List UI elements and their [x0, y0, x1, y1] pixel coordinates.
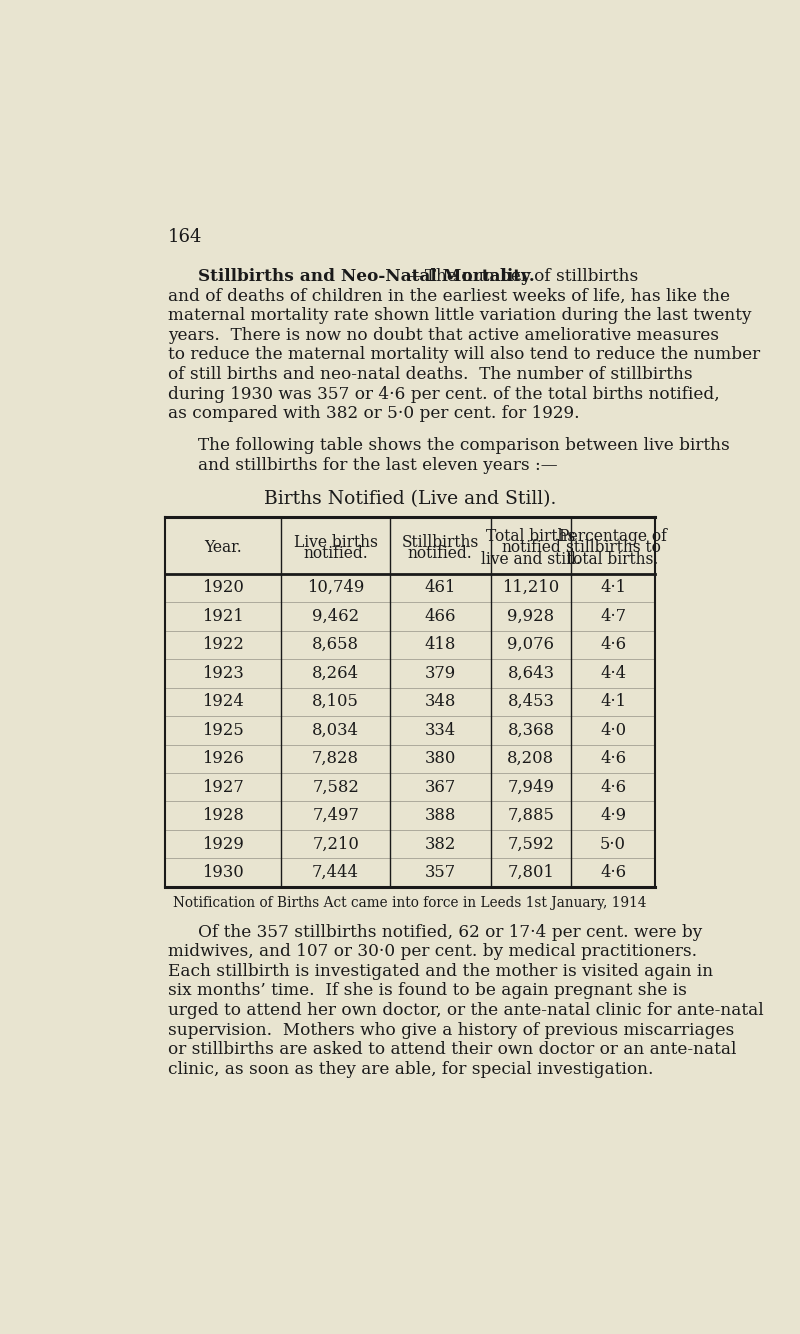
Text: 8,034: 8,034 — [312, 722, 359, 739]
Text: 7,210: 7,210 — [312, 835, 359, 852]
Text: Live births: Live births — [294, 534, 378, 551]
Text: 1921: 1921 — [202, 608, 244, 624]
Text: 1930: 1930 — [202, 864, 244, 882]
Text: 8,643: 8,643 — [507, 664, 554, 682]
Text: 8,105: 8,105 — [312, 694, 359, 710]
Text: 1926: 1926 — [202, 750, 244, 767]
Text: 1923: 1923 — [202, 664, 244, 682]
Text: 1929: 1929 — [202, 835, 244, 852]
Text: 7,801: 7,801 — [507, 864, 554, 882]
Text: 8,264: 8,264 — [312, 664, 359, 682]
Text: Each stillbirth is investigated and the mother is visited again in: Each stillbirth is investigated and the … — [168, 963, 714, 979]
Text: notified: notified — [501, 539, 561, 556]
Text: Births Notified (Live and Still).: Births Notified (Live and Still). — [264, 491, 556, 508]
Text: stillbirths to: stillbirths to — [566, 539, 661, 556]
Text: 7,592: 7,592 — [507, 835, 554, 852]
Text: during 1930 was 357 or 4·6 per cent. of the total births notified,: during 1930 was 357 or 4·6 per cent. of … — [168, 386, 720, 403]
Text: Stillbirths: Stillbirths — [402, 534, 479, 551]
Text: Notification of Births Act came into force in Leeds 1st January, 1914: Notification of Births Act came into for… — [174, 896, 646, 910]
Text: of still births and neo-natal deaths.  The number of stillbirths: of still births and neo-natal deaths. Th… — [168, 366, 693, 383]
Text: 1924: 1924 — [202, 694, 244, 710]
Text: to reduce the maternal mortality will also tend to reduce the number: to reduce the maternal mortality will al… — [168, 347, 760, 363]
Text: 4·6: 4·6 — [600, 636, 626, 654]
Text: midwives, and 107 or 30·0 per cent. by medical practitioners.: midwives, and 107 or 30·0 per cent. by m… — [168, 943, 698, 960]
Text: years.  There is now no doubt that active ameliorative measures: years. There is now no doubt that active… — [168, 327, 719, 344]
Text: 7,582: 7,582 — [312, 779, 359, 796]
Text: clinic, as soon as they are able, for special investigation.: clinic, as soon as they are able, for sp… — [168, 1061, 654, 1078]
Text: 357: 357 — [425, 864, 456, 882]
Text: 1928: 1928 — [202, 807, 244, 824]
Text: six months’ time.  If she is found to be again pregnant she is: six months’ time. If she is found to be … — [168, 982, 687, 999]
Text: and stillbirths for the last eleven years :—: and stillbirths for the last eleven year… — [198, 458, 558, 474]
Text: 1925: 1925 — [202, 722, 244, 739]
Text: Year.: Year. — [204, 539, 242, 556]
Text: Stillbirths and Neo-Natal Mortality.: Stillbirths and Neo-Natal Mortality. — [198, 268, 534, 285]
Text: 418: 418 — [425, 636, 456, 654]
Text: 9,076: 9,076 — [507, 636, 554, 654]
Text: 1927: 1927 — [202, 779, 244, 796]
Text: 367: 367 — [425, 779, 456, 796]
Text: Total births: Total births — [486, 528, 575, 544]
Text: Percentage of: Percentage of — [559, 528, 667, 544]
Text: supervision.  Mothers who give a history of previous miscarriages: supervision. Mothers who give a history … — [168, 1022, 734, 1039]
Text: 7,949: 7,949 — [507, 779, 554, 796]
Text: 388: 388 — [425, 807, 456, 824]
Text: 4·4: 4·4 — [600, 664, 626, 682]
Text: 466: 466 — [425, 608, 456, 624]
Text: maternal mortality rate shown little variation during the last twenty: maternal mortality rate shown little var… — [168, 307, 752, 324]
Text: 4·7: 4·7 — [600, 608, 626, 624]
Text: 348: 348 — [425, 694, 456, 710]
Text: 11,210: 11,210 — [502, 579, 559, 596]
Text: notified.: notified. — [408, 546, 473, 562]
Text: 380: 380 — [425, 750, 456, 767]
Text: 4·0: 4·0 — [600, 722, 626, 739]
Text: 7,497: 7,497 — [312, 807, 359, 824]
Text: urged to attend her own doctor, or the ante-natal clinic for ante-natal: urged to attend her own doctor, or the a… — [168, 1002, 764, 1019]
Text: 7,885: 7,885 — [507, 807, 554, 824]
Text: 4·6: 4·6 — [600, 750, 626, 767]
Text: notified.: notified. — [303, 546, 368, 562]
Text: 9,928: 9,928 — [507, 608, 554, 624]
Text: 10,749: 10,749 — [307, 579, 364, 596]
Text: 461: 461 — [425, 579, 456, 596]
Text: 4·9: 4·9 — [600, 807, 626, 824]
Text: 8,658: 8,658 — [312, 636, 359, 654]
Text: live and still.: live and still. — [481, 551, 581, 568]
Text: 5·0: 5·0 — [600, 835, 626, 852]
Text: 4·6: 4·6 — [600, 864, 626, 882]
Text: 4·1: 4·1 — [600, 579, 626, 596]
Text: 7,444: 7,444 — [312, 864, 359, 882]
Text: 334: 334 — [425, 722, 456, 739]
Text: 1920: 1920 — [202, 579, 244, 596]
Text: 8,208: 8,208 — [507, 750, 554, 767]
Text: 1922: 1922 — [202, 636, 244, 654]
Text: 4·1: 4·1 — [600, 694, 626, 710]
Text: 382: 382 — [425, 835, 456, 852]
Text: total births.: total births. — [567, 551, 658, 568]
Text: 9,462: 9,462 — [312, 608, 359, 624]
Text: 4·6: 4·6 — [600, 779, 626, 796]
Text: 164: 164 — [168, 228, 202, 245]
Text: 379: 379 — [425, 664, 456, 682]
Text: —The number of stillbirths: —The number of stillbirths — [408, 268, 638, 285]
Text: The following table shows the comparison between live births: The following table shows the comparison… — [198, 438, 730, 455]
Text: Of the 357 stillbirths notified, 62 or 17·4 per cent. were by: Of the 357 stillbirths notified, 62 or 1… — [198, 923, 702, 940]
Text: or stillbirths are asked to attend their own doctor or an ante-natal: or stillbirths are asked to attend their… — [168, 1042, 737, 1058]
Text: 8,368: 8,368 — [507, 722, 554, 739]
Text: as compared with 382 or 5·0 per cent. for 1929.: as compared with 382 or 5·0 per cent. fo… — [168, 406, 580, 423]
Text: 7,828: 7,828 — [312, 750, 359, 767]
Text: 8,453: 8,453 — [507, 694, 554, 710]
Text: and of deaths of children in the earliest weeks of life, has like the: and of deaths of children in the earlies… — [168, 288, 730, 304]
